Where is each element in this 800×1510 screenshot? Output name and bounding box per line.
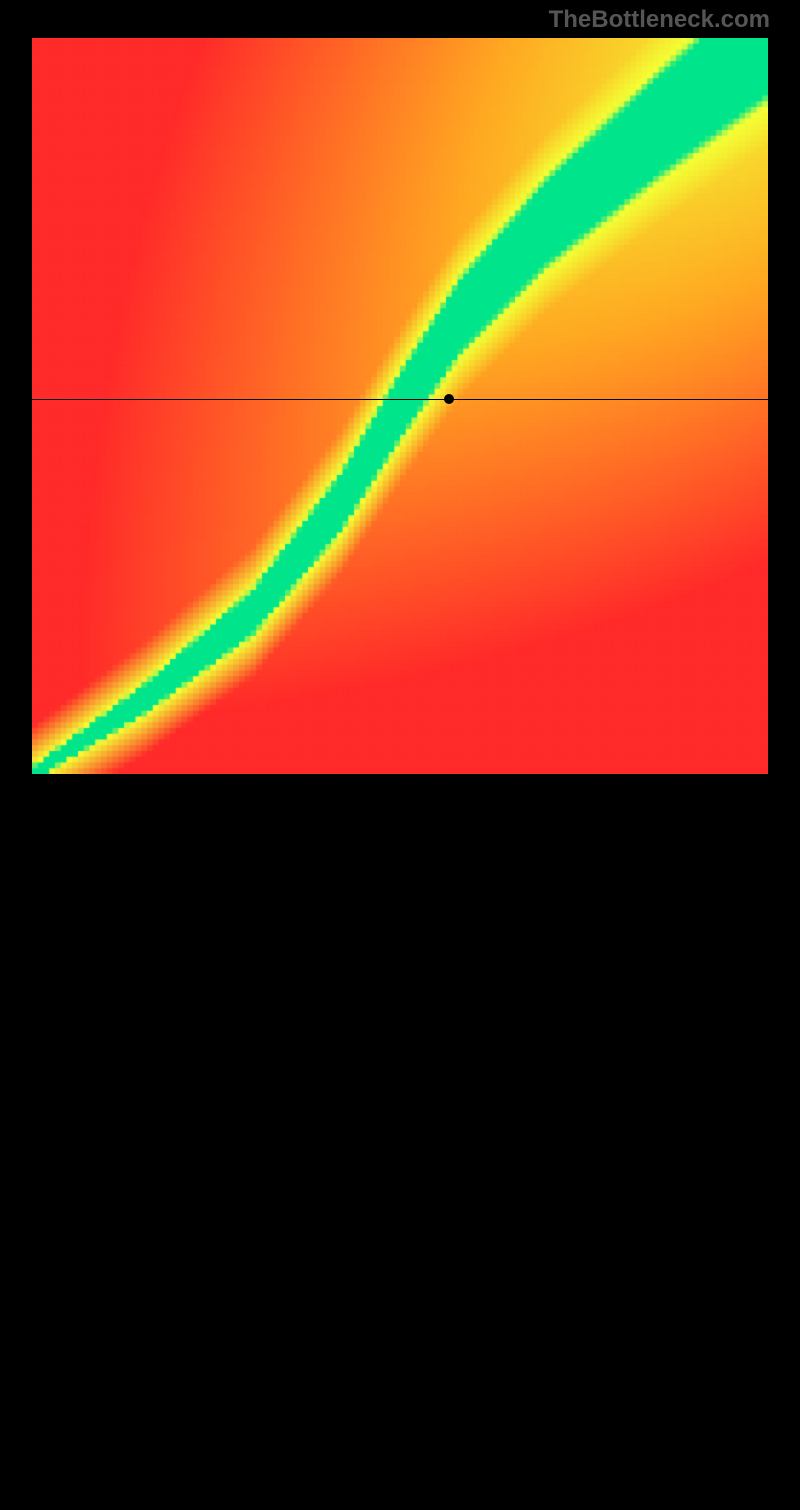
crosshair-horizontal bbox=[32, 399, 768, 400]
heatmap-canvas bbox=[32, 38, 768, 774]
heatmap-plot bbox=[32, 38, 768, 774]
crosshair-marker[interactable] bbox=[444, 394, 454, 404]
watermark-text: TheBottleneck.com bbox=[549, 6, 770, 34]
crosshair-vertical bbox=[449, 774, 450, 1510]
